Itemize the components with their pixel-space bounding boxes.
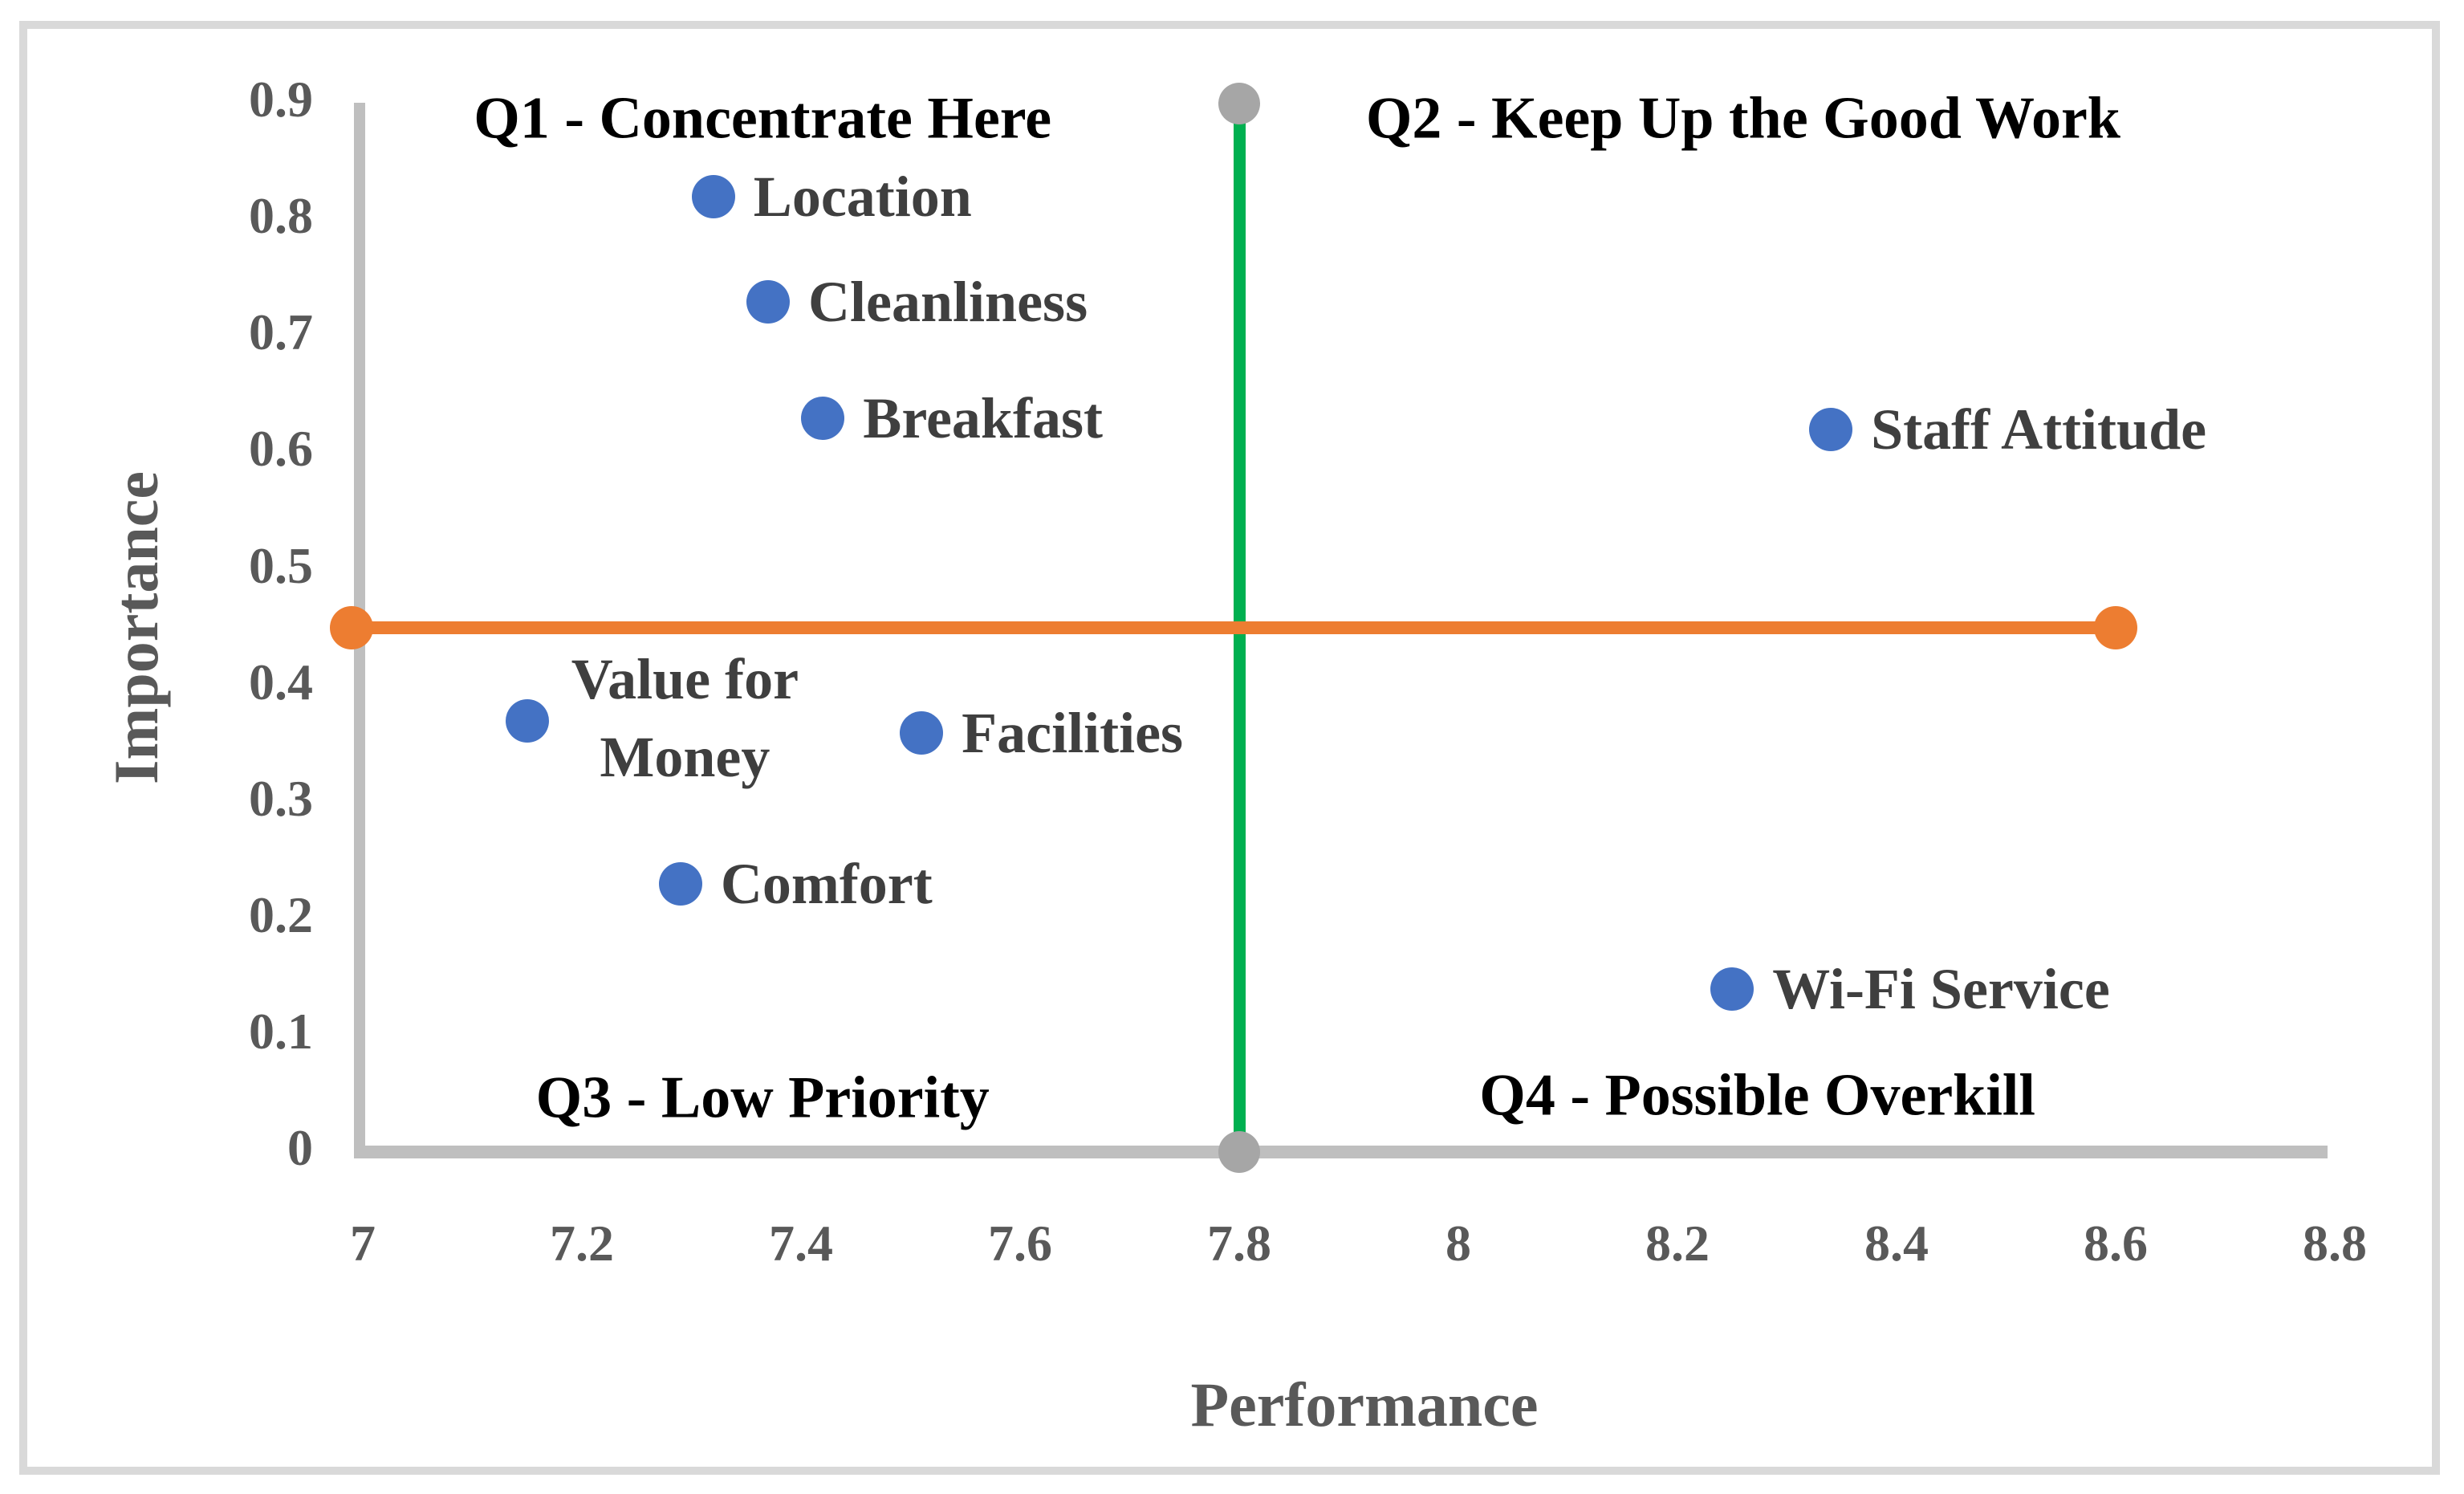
quadrant-label: Q2 - Keep Up the Good Work <box>1365 85 2120 152</box>
y-tick-label: 0 <box>287 1119 313 1176</box>
y-tick-label: 0.6 <box>249 420 313 478</box>
data-point <box>1710 967 1754 1011</box>
y-tick-label: 0.1 <box>249 1002 313 1060</box>
y-tick-label: 0.5 <box>249 536 313 594</box>
x-tick-label: 7 <box>350 1215 376 1272</box>
y-axis-title: Importance <box>101 471 171 784</box>
y-tick-label: 0.3 <box>249 769 313 827</box>
crosshair-horizontal <box>350 621 2116 635</box>
y-tick-label: 0.4 <box>249 653 313 710</box>
data-point <box>1809 408 1853 452</box>
x-axis-line <box>354 1146 2328 1158</box>
y-tick-label: 0.2 <box>249 885 313 943</box>
x-tick-label: 8.6 <box>2084 1215 2148 1272</box>
figure-border <box>19 21 2440 1475</box>
data-point-label: Breakfast <box>863 385 1103 450</box>
x-tick-label: 7.2 <box>550 1215 614 1272</box>
data-point-label: Cleanliness <box>808 269 1088 334</box>
crosshair-endpoint-orange <box>2094 606 2137 650</box>
crosshair-endpoint-gray <box>1218 83 1260 125</box>
quadrant-label: Q4 - Possible Overkill <box>1479 1062 2035 1129</box>
data-point-label: Value for Money <box>571 647 799 790</box>
data-point <box>801 396 845 440</box>
quadrant-label: Q3 - Low Priority <box>535 1065 990 1131</box>
x-tick-label: 8 <box>1445 1215 1471 1272</box>
x-tick-label: 8.8 <box>2303 1215 2367 1272</box>
data-point-label: Wi-Fi Service <box>1772 956 2110 1021</box>
crosshair-endpoint-gray <box>1218 1131 1260 1173</box>
y-tick-label: 0.9 <box>249 71 313 128</box>
x-tick-label: 7.8 <box>1207 1215 1271 1272</box>
x-tick-label: 8.2 <box>1645 1215 1710 1272</box>
data-point <box>658 862 702 906</box>
x-tick-label: 7.6 <box>988 1215 1052 1272</box>
data-point <box>691 175 735 219</box>
data-point-label: Staff Attitude <box>1871 397 2207 462</box>
data-point-label: Comfort <box>720 852 933 917</box>
quadrant-label: Q1 - Concentrate Here <box>474 85 1052 152</box>
data-point <box>746 279 791 324</box>
x-tick-label: 8.4 <box>1864 1215 1929 1272</box>
data-point-label: Location <box>753 165 972 230</box>
data-point <box>505 699 549 743</box>
y-tick-label: 0.8 <box>249 187 313 245</box>
y-tick-label: 0.7 <box>249 303 313 361</box>
x-tick-label: 7.4 <box>769 1215 833 1272</box>
crosshair-endpoint-orange <box>330 606 373 650</box>
data-point-label: Facilities <box>962 700 1184 765</box>
data-point <box>900 710 944 755</box>
x-axis-title: Performance <box>1190 1370 1539 1439</box>
